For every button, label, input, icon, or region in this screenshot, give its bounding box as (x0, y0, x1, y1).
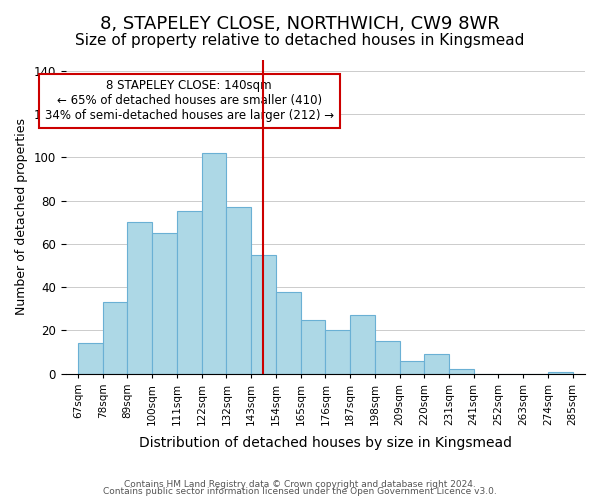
Bar (226, 207, 251, 374)
Bar (78, 344, 103, 374)
Text: 8, STAPELEY CLOSE, NORTHWICH, CW9 8WR: 8, STAPELEY CLOSE, NORTHWICH, CW9 8WR (100, 15, 500, 33)
Bar (424, 354, 449, 374)
Bar (548, 372, 572, 374)
Bar (202, 153, 226, 374)
Text: Contains HM Land Registry data © Crown copyright and database right 2024.: Contains HM Land Registry data © Crown c… (124, 480, 476, 489)
Bar (400, 361, 424, 374)
Bar (177, 212, 202, 374)
Text: Contains public sector information licensed under the Open Government Licence v3: Contains public sector information licen… (103, 488, 497, 496)
Bar (276, 292, 301, 374)
Bar (152, 233, 177, 374)
Bar (325, 330, 350, 374)
Text: Size of property relative to detached houses in Kingsmead: Size of property relative to detached ho… (76, 32, 524, 48)
Bar (301, 320, 325, 374)
Y-axis label: Number of detached properties: Number of detached properties (15, 118, 28, 316)
Bar (251, 254, 276, 374)
Bar (103, 302, 127, 374)
Bar (127, 222, 152, 374)
Bar (375, 342, 400, 374)
X-axis label: Distribution of detached houses by size in Kingsmead: Distribution of detached houses by size … (139, 436, 512, 450)
Bar (350, 316, 375, 374)
Bar (449, 370, 474, 374)
Text: 8 STAPELEY CLOSE: 140sqm
← 65% of detached houses are smaller (410)
34% of semi-: 8 STAPELEY CLOSE: 140sqm ← 65% of detach… (45, 80, 334, 122)
